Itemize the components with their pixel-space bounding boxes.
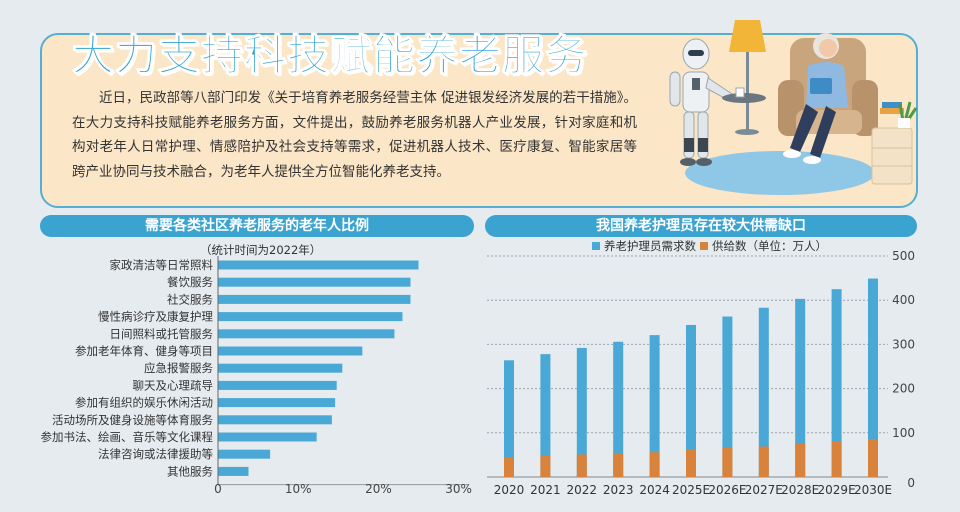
bar-supply bbox=[613, 453, 624, 477]
y-tick-label: 100 bbox=[892, 426, 915, 440]
x-tick-label: 2024 bbox=[639, 483, 670, 497]
bar bbox=[218, 260, 419, 270]
x-tick-label: 2027E bbox=[745, 483, 783, 497]
category-label: 社交服务 bbox=[167, 292, 213, 306]
x-tick-label: 10% bbox=[285, 482, 312, 496]
bar-demand bbox=[686, 324, 696, 477]
y-tick-label: 500 bbox=[892, 249, 915, 263]
category-label: 活动场所及健身设施等体育服务 bbox=[52, 413, 213, 427]
category-label: 慢性病诊疗及康复护理 bbox=[98, 310, 213, 324]
bar-supply bbox=[722, 447, 733, 477]
bar-demand bbox=[722, 316, 733, 477]
x-tick-label: 2026E bbox=[708, 483, 746, 497]
legend-label-demand: 养老护理员需求数 bbox=[604, 239, 696, 253]
x-tick-label: 0 bbox=[214, 482, 222, 496]
bar bbox=[218, 449, 271, 459]
bar-supply bbox=[649, 452, 660, 477]
elderly-person-icon bbox=[783, 33, 848, 164]
robot-icon bbox=[669, 38, 766, 166]
bar-demand bbox=[831, 289, 842, 477]
bar-supply bbox=[868, 439, 878, 477]
category-label: 日间照料或托管服务 bbox=[110, 327, 214, 341]
elder-service-demand-chart: 家政清洁等日常照料餐饮服务社交服务慢性病诊疗及康复护理日间照料或托管服务参加老年… bbox=[41, 256, 472, 496]
right-section-title: 我国养老护理员存在较大供需缺口 bbox=[485, 215, 917, 237]
lamp-icon bbox=[729, 20, 766, 135]
x-tick-label: 2021 bbox=[530, 483, 561, 497]
x-tick-label: 2025E bbox=[672, 483, 710, 497]
bar bbox=[218, 312, 403, 322]
x-tick-label: 2022 bbox=[567, 483, 598, 497]
x-tick-label: 30% bbox=[445, 482, 472, 496]
bar-supply bbox=[686, 449, 696, 477]
bar-supply bbox=[504, 457, 514, 477]
statistics-note: （统计时间为2022年） bbox=[200, 243, 322, 257]
y-tick-label: 200 bbox=[892, 382, 915, 396]
bar bbox=[218, 346, 363, 356]
bar bbox=[218, 415, 332, 425]
legend-swatch-supply bbox=[700, 242, 708, 250]
x-tick-label: 2020 bbox=[494, 483, 525, 497]
category-label: 法律咨询或法律援助等 bbox=[98, 447, 213, 461]
category-label: 参加书法、绘画、音乐等文化课程 bbox=[41, 430, 214, 444]
bar-demand bbox=[795, 298, 806, 477]
x-tick-label: 20% bbox=[365, 482, 392, 496]
bar-supply bbox=[795, 443, 806, 477]
robot-caregiver-illustration bbox=[669, 20, 918, 195]
y-tick-label: 400 bbox=[892, 293, 915, 307]
category-label: 其他服务 bbox=[167, 464, 213, 478]
left-section-title: 需要各类社区养老服务的老年人比例 bbox=[40, 215, 474, 237]
bar-supply bbox=[758, 446, 769, 477]
bar-demand bbox=[649, 335, 660, 477]
rug-shape bbox=[685, 151, 875, 195]
x-tick-label: 2030E bbox=[854, 483, 892, 497]
category-label: 应急报警服务 bbox=[144, 361, 213, 375]
bar-supply bbox=[540, 455, 551, 477]
bar-demand bbox=[576, 347, 587, 477]
bar-demand bbox=[613, 341, 624, 477]
category-label: 餐饮服务 bbox=[167, 275, 213, 289]
bar-demand bbox=[868, 278, 878, 477]
bar bbox=[218, 432, 317, 442]
bar-demand bbox=[758, 307, 769, 477]
bar bbox=[218, 294, 411, 304]
legend-swatch-demand bbox=[592, 242, 600, 250]
x-tick-label: 2028E bbox=[781, 483, 819, 497]
y-tick-label: 0 bbox=[907, 476, 915, 490]
category-label: 参加老年体育、健身等项目 bbox=[75, 344, 213, 358]
legend-label-supply: 供给数（单位：万人） bbox=[712, 239, 827, 253]
bar bbox=[218, 363, 343, 373]
page-title: 大力支持科技赋能养老服务 bbox=[71, 31, 589, 81]
bar bbox=[218, 398, 336, 408]
y-tick-label: 300 bbox=[892, 337, 915, 351]
bar bbox=[218, 466, 249, 476]
bar bbox=[218, 277, 411, 287]
bar-supply bbox=[576, 454, 587, 477]
bar-demand bbox=[504, 360, 514, 477]
bar-supply bbox=[831, 441, 842, 477]
x-tick-label: 2023 bbox=[603, 483, 634, 497]
bar bbox=[218, 329, 395, 339]
intro-paragraph: 近日，民政部等八部门印发《关于培育养老服务经营主体 促进银发经济发展的若干措施》… bbox=[72, 90, 637, 180]
category-label: 聊天及心理疏导 bbox=[133, 378, 214, 392]
cabinet-icon bbox=[871, 101, 918, 185]
bar bbox=[218, 380, 337, 390]
bar-demand bbox=[540, 354, 551, 477]
x-tick-label: 2029E bbox=[818, 483, 856, 497]
category-label: 参加有组织的娱乐休闲活动 bbox=[75, 396, 213, 410]
category-label: 家政清洁等日常照料 bbox=[110, 258, 214, 272]
